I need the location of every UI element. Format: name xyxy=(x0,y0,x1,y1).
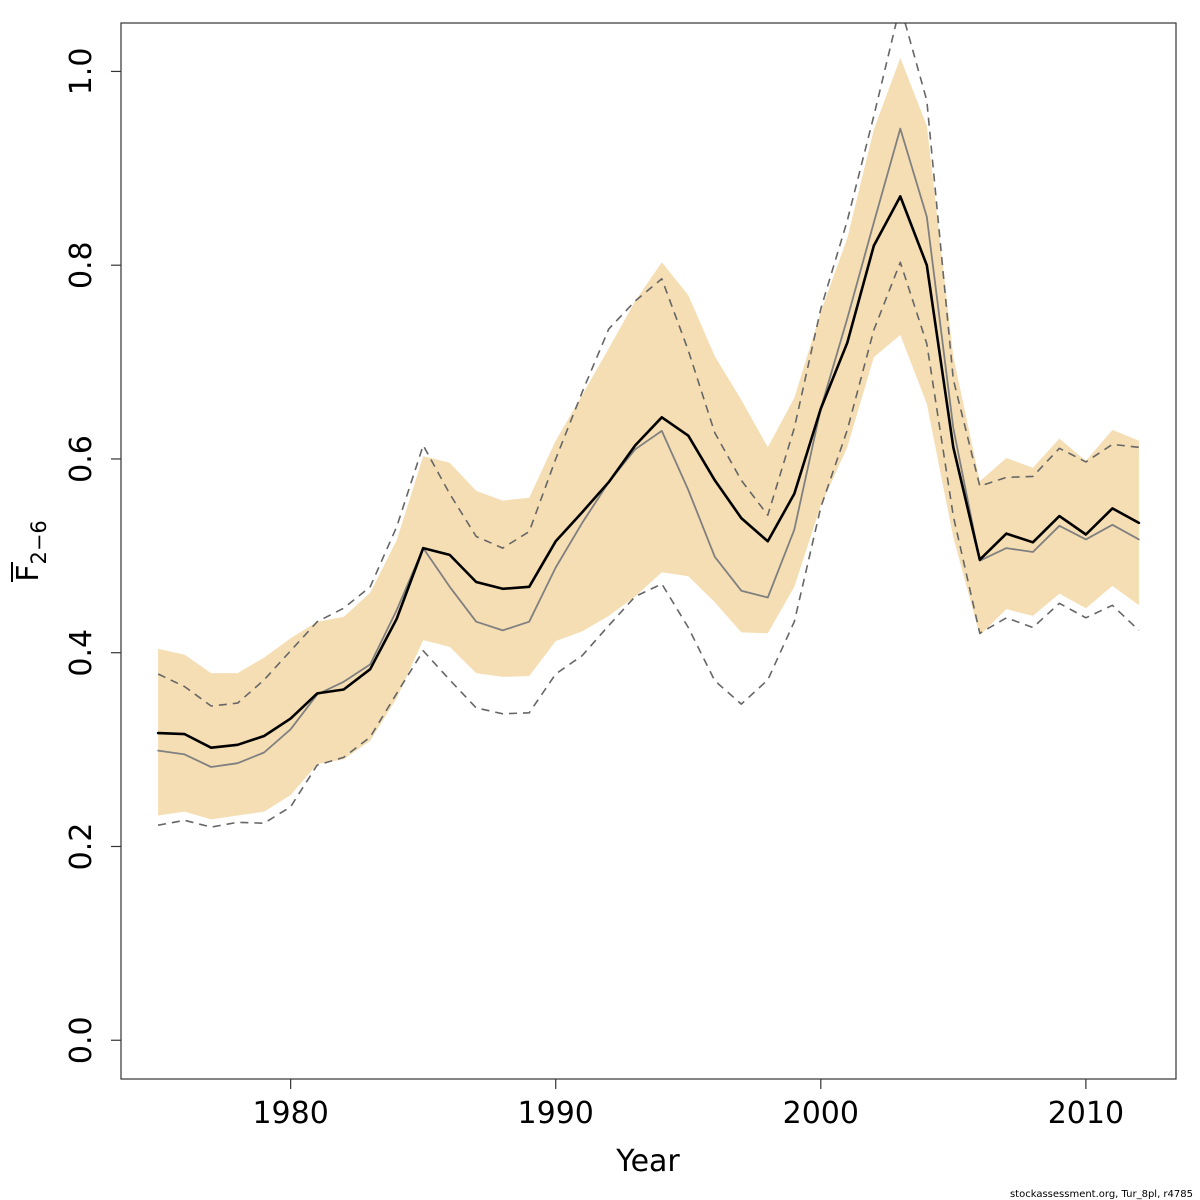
x-tick-label: 2000 xyxy=(783,1096,859,1131)
plot-frame xyxy=(120,22,1177,1080)
y-tick-label: 0.6 xyxy=(64,435,99,483)
confidence-band xyxy=(158,57,1139,820)
series-line-upper-dashed xyxy=(157,23,1139,707)
x-axis-title: Year xyxy=(615,1144,680,1179)
y-tick-label: 0.2 xyxy=(64,823,99,871)
axes: 1980 1990 2000 2010 0.0 0.2 0.4 0.6 0.8 1.0 xyxy=(64,48,1124,1131)
y-tick-label: 1.0 xyxy=(64,48,99,96)
x-tick-label: 2010 xyxy=(1048,1096,1124,1131)
plot-area xyxy=(156,23,1141,828)
x-tick-label: 1980 xyxy=(252,1096,328,1131)
y-axis-title-subscript: 2−6 xyxy=(27,520,51,564)
series-line-estimate xyxy=(156,195,1141,750)
svg-text:F2−6: F2−6 xyxy=(11,520,51,582)
y-tick-label: 0.4 xyxy=(64,629,99,677)
credit-text: stockassessment.org, Tur_8pl, r4785 xyxy=(1010,1189,1193,1200)
y-axis-title: F2−6 xyxy=(11,520,51,582)
y-tick-label: 0.0 xyxy=(64,1016,99,1064)
x-tick-label: 1990 xyxy=(518,1096,594,1131)
y-axis-title-main: F xyxy=(11,565,46,582)
y-tick-label: 0.8 xyxy=(64,241,99,289)
